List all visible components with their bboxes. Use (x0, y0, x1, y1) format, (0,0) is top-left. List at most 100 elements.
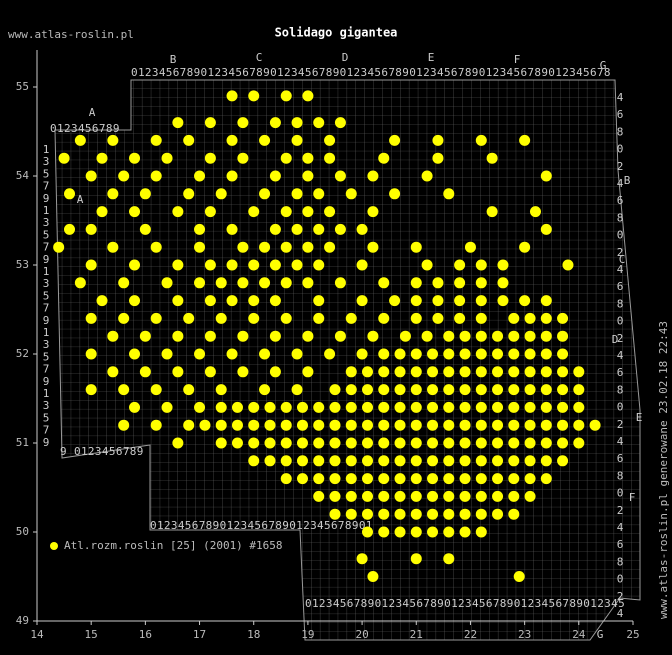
occurrence-point (345, 473, 357, 485)
occurrence-point (459, 437, 471, 449)
occurrence-point (204, 330, 216, 342)
occurrence-point (459, 384, 471, 396)
occurrence-point (443, 401, 455, 413)
occurrence-point (557, 384, 569, 396)
occurrence-point (139, 223, 151, 235)
occurrence-point (475, 312, 487, 324)
occurrence-point (237, 241, 249, 253)
occurrence-point (296, 401, 308, 413)
occurrence-point (529, 206, 541, 218)
occurrence-point (85, 348, 97, 360)
occurrence-point (248, 295, 260, 307)
occurrence-point (161, 152, 173, 164)
occurrence-point (492, 437, 504, 449)
occurrence-point (573, 384, 585, 396)
occurrence-point (53, 241, 65, 253)
occurrence-point (454, 277, 466, 289)
occurrence-point (421, 170, 433, 182)
occurrence-point (362, 508, 374, 520)
occurrence-point (508, 401, 520, 413)
occurrence-point (378, 348, 390, 360)
occurrence-point (194, 170, 206, 182)
occurrence-point (345, 455, 357, 467)
occurrence-point (410, 348, 422, 360)
occurrence-point (280, 241, 292, 253)
occurrence-point (280, 419, 292, 431)
occurrence-point (427, 419, 439, 431)
occurrence-point (231, 401, 243, 413)
occurrence-point (410, 419, 422, 431)
occurrence-point (259, 384, 271, 396)
occurrence-point (540, 419, 552, 431)
occurrence-point (459, 455, 471, 467)
occurrence-point (475, 259, 487, 271)
occurrence-point (329, 401, 341, 413)
digit-strip: 0123456789012345678901234567890123456789… (131, 66, 611, 79)
occurrence-point (194, 277, 206, 289)
occurrence-point (96, 152, 108, 164)
occurrence-point (356, 348, 368, 360)
occurrence-point (475, 330, 487, 342)
occurrence-point (329, 473, 341, 485)
occurrence-point (107, 366, 119, 378)
occurrence-point (557, 437, 569, 449)
occurrence-point (226, 134, 238, 146)
title: Solidago gigantea (275, 26, 398, 40)
row-letter: A (77, 193, 84, 206)
row-letter: F (629, 491, 636, 504)
occurrence-point (410, 526, 422, 538)
row-letter: G (597, 628, 604, 641)
occurrence-point (497, 277, 509, 289)
occurrence-point (172, 206, 184, 218)
occurrence-point (264, 455, 276, 467)
occurrence-point (508, 366, 520, 378)
occurrence-point (508, 455, 520, 467)
occurrence-point (345, 401, 357, 413)
occurrence-point (589, 419, 601, 431)
occurrence-point (443, 437, 455, 449)
occurrence-point (129, 348, 141, 360)
occurrence-point (540, 312, 552, 324)
occurrence-point (215, 312, 227, 324)
occurrence-point (367, 241, 379, 253)
occurrence-point (524, 366, 536, 378)
occurrence-point (410, 508, 422, 520)
occurrence-point (183, 419, 195, 431)
occurrence-point (64, 223, 76, 235)
occurrence-point (96, 206, 108, 218)
occurrence-point (519, 295, 531, 307)
occurrence-point (226, 90, 238, 102)
occurrence-point (464, 241, 476, 253)
occurrence-point (280, 473, 292, 485)
occurrence-point (313, 419, 325, 431)
occurrence-point (475, 473, 487, 485)
occurrence-point (378, 508, 390, 520)
occurrence-point (199, 419, 211, 431)
occurrence-point (421, 259, 433, 271)
occurrence-point (264, 401, 276, 413)
occurrence-point (524, 330, 536, 342)
occurrence-point (259, 241, 271, 253)
occurrence-point (454, 259, 466, 271)
occurrence-point (475, 437, 487, 449)
occurrence-point (345, 384, 357, 396)
occurrence-point (291, 223, 303, 235)
occurrence-point (508, 508, 520, 520)
occurrence-point (204, 206, 216, 218)
occurrence-point (107, 134, 119, 146)
occurrence-point (486, 206, 498, 218)
occurrence-point (280, 277, 292, 289)
occurrence-point (264, 437, 276, 449)
occurrence-point (313, 437, 325, 449)
occurrence-point (562, 259, 574, 271)
occurrence-point (443, 553, 455, 565)
occurrence-point (129, 152, 141, 164)
occurrence-point (107, 188, 119, 200)
occurrence-point (85, 223, 97, 235)
occurrence-point (573, 437, 585, 449)
x-tick-label: 19 (301, 628, 314, 641)
occurrence-point (378, 277, 390, 289)
occurrence-point (129, 295, 141, 307)
occurrence-point (540, 330, 552, 342)
occurrence-point (291, 259, 303, 271)
